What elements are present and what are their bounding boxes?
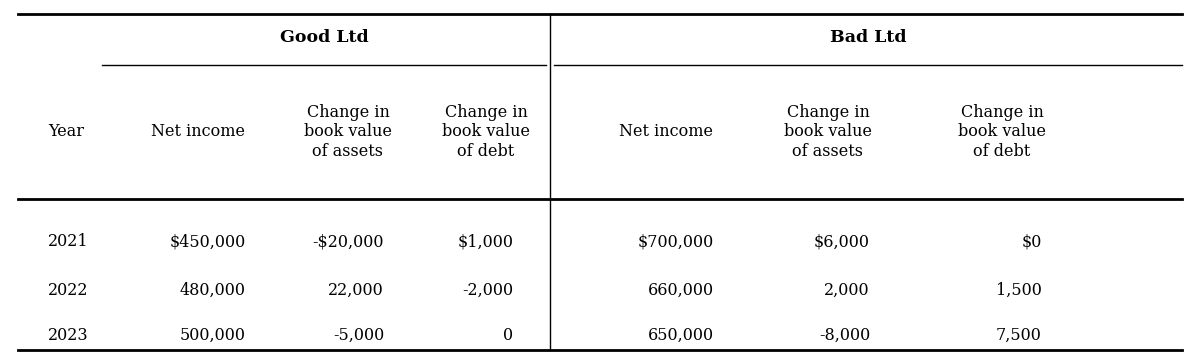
Text: 22,000: 22,000 — [329, 282, 384, 299]
Text: 480,000: 480,000 — [180, 282, 246, 299]
Text: $1,000: $1,000 — [457, 233, 514, 251]
Text: $700,000: $700,000 — [637, 233, 714, 251]
Text: 2,000: 2,000 — [824, 282, 870, 299]
Text: Good Ltd: Good Ltd — [280, 29, 368, 47]
Text: Bad Ltd: Bad Ltd — [830, 29, 906, 47]
Text: Change in
book value
of debt: Change in book value of debt — [442, 104, 530, 160]
Text: 7,500: 7,500 — [996, 327, 1042, 344]
Text: -5,000: -5,000 — [332, 327, 384, 344]
Text: 500,000: 500,000 — [180, 327, 246, 344]
Text: Net income: Net income — [619, 123, 713, 140]
Text: Change in
book value
of debt: Change in book value of debt — [958, 104, 1046, 160]
Text: Change in
book value
of assets: Change in book value of assets — [784, 104, 872, 160]
Text: 650,000: 650,000 — [648, 327, 714, 344]
Text: Change in
book value
of assets: Change in book value of assets — [304, 104, 392, 160]
Text: 0: 0 — [504, 327, 514, 344]
Text: 1,500: 1,500 — [996, 282, 1042, 299]
Text: $450,000: $450,000 — [169, 233, 246, 251]
Text: -2,000: -2,000 — [462, 282, 514, 299]
Text: 660,000: 660,000 — [648, 282, 714, 299]
Text: -$20,000: -$20,000 — [312, 233, 384, 251]
Text: $0: $0 — [1021, 233, 1042, 251]
Text: 2021: 2021 — [48, 233, 89, 251]
Text: -8,000: -8,000 — [818, 327, 870, 344]
Text: Net income: Net income — [151, 123, 245, 140]
Text: 2022: 2022 — [48, 282, 89, 299]
Text: $6,000: $6,000 — [814, 233, 870, 251]
Text: 2023: 2023 — [48, 327, 89, 344]
Text: Year: Year — [48, 123, 84, 140]
